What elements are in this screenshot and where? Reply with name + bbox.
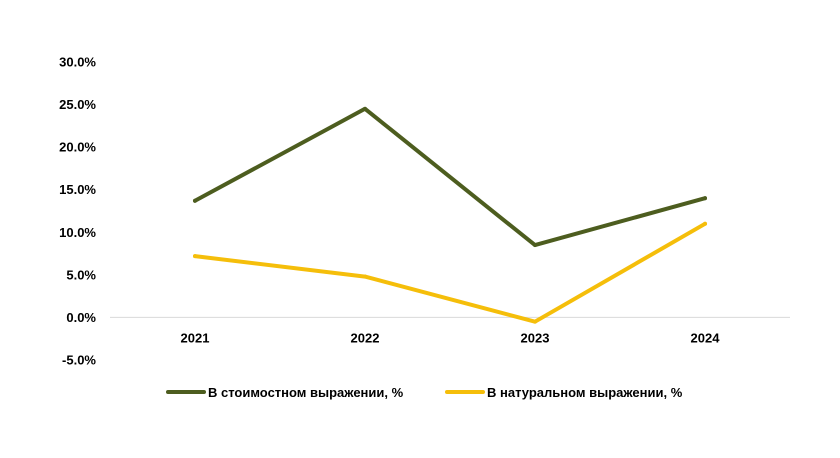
y-axis-ticks: 30.0% 25.0% 20.0% 15.0% 10.0% 5.0% 0.0% -5.0% — [59, 55, 96, 368]
x-tick-label: 2022 — [351, 330, 380, 345]
y-tick-label: 25.0% — [59, 97, 96, 112]
y-tick-label: -5.0% — [62, 353, 96, 368]
x-tick-label: 2023 — [521, 330, 550, 345]
x-axis-ticks: 2021 2022 2023 2024 — [181, 330, 721, 345]
y-tick-label: 0.0% — [66, 310, 96, 325]
x-tick-label: 2021 — [181, 330, 210, 345]
data-point — [533, 319, 537, 324]
y-tick-label: 30.0% — [59, 55, 96, 70]
data-point — [193, 198, 197, 203]
y-tick-label: 5.0% — [66, 267, 96, 282]
y-tick-label: 15.0% — [59, 182, 96, 197]
series-lines — [193, 106, 707, 324]
series-line-2 — [193, 221, 707, 324]
data-point — [363, 274, 367, 279]
data-point — [193, 254, 197, 259]
x-tick-label: 2024 — [691, 330, 721, 345]
data-point — [533, 243, 537, 248]
data-point — [703, 221, 707, 226]
data-point — [363, 106, 367, 111]
series-line-1 — [193, 106, 707, 248]
data-point — [703, 196, 707, 201]
legend-label-2: В натуральном выражении, % — [487, 385, 683, 400]
legend: В стоимостном выражении, % В натуральном … — [166, 385, 683, 400]
y-tick-label: 10.0% — [59, 225, 96, 240]
legend-label-1: В стоимостном выражении, % — [208, 385, 404, 400]
y-tick-label: 20.0% — [59, 140, 96, 155]
